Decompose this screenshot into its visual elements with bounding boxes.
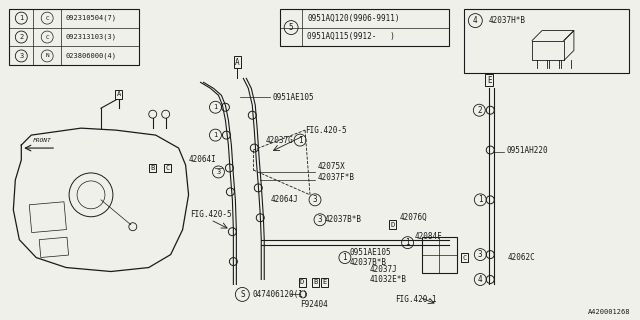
Text: 42037H*B: 42037H*B <box>488 16 525 25</box>
Text: 023806000(4): 023806000(4) <box>65 53 116 59</box>
Text: A: A <box>235 58 239 67</box>
Text: 42037B*B: 42037B*B <box>350 258 387 267</box>
Text: D: D <box>390 222 395 228</box>
Text: A420001268: A420001268 <box>588 309 630 315</box>
Bar <box>465 9 628 73</box>
Text: 3: 3 <box>478 250 483 259</box>
Text: 4: 4 <box>478 275 483 284</box>
Circle shape <box>486 251 494 259</box>
Text: E: E <box>487 76 492 85</box>
Text: C: C <box>462 255 467 260</box>
Circle shape <box>225 164 234 172</box>
Circle shape <box>248 111 256 119</box>
Text: 42062C: 42062C <box>507 253 535 262</box>
Text: 0951AQ120(9906-9911): 0951AQ120(9906-9911) <box>307 14 399 23</box>
Text: 047406120(1): 047406120(1) <box>252 290 308 299</box>
Bar <box>29 202 67 233</box>
Text: 2: 2 <box>477 106 482 115</box>
Text: 0951AE105: 0951AE105 <box>350 248 392 257</box>
Text: 092313103(3): 092313103(3) <box>65 34 116 40</box>
Text: 0951AH220: 0951AH220 <box>506 146 548 155</box>
Text: D: D <box>300 279 304 285</box>
Text: 2: 2 <box>19 34 24 40</box>
Circle shape <box>254 184 262 192</box>
Text: 42064I: 42064I <box>189 156 216 164</box>
Text: 41032E*B: 41032E*B <box>370 275 407 284</box>
Text: 1: 1 <box>213 104 218 110</box>
Text: 1: 1 <box>478 195 483 204</box>
Text: F92404: F92404 <box>300 300 328 309</box>
Text: FIG.420-1: FIG.420-1 <box>395 295 436 304</box>
Circle shape <box>221 103 229 111</box>
Text: 3: 3 <box>313 195 317 204</box>
Text: 4: 4 <box>473 16 477 25</box>
Text: 1: 1 <box>213 132 218 138</box>
Text: 42037F*B: 42037F*B <box>318 173 355 182</box>
Text: 1: 1 <box>298 136 302 145</box>
Text: 42064J: 42064J <box>270 195 298 204</box>
Text: E: E <box>323 279 327 285</box>
Circle shape <box>228 228 236 236</box>
Text: B: B <box>313 279 317 285</box>
Circle shape <box>486 106 494 114</box>
Text: 5: 5 <box>289 23 293 32</box>
Text: C: C <box>45 35 49 40</box>
Text: 3: 3 <box>216 169 221 175</box>
Circle shape <box>486 276 494 284</box>
Circle shape <box>486 146 494 154</box>
Bar <box>39 237 68 258</box>
Text: 42075X: 42075X <box>318 163 346 172</box>
Text: C: C <box>45 16 49 20</box>
Text: FIG.420-5: FIG.420-5 <box>305 126 347 135</box>
Circle shape <box>229 258 237 266</box>
Text: 1: 1 <box>405 238 410 247</box>
Text: FRONT: FRONT <box>33 138 51 143</box>
Text: N: N <box>45 53 49 59</box>
Bar <box>422 237 458 273</box>
Circle shape <box>223 131 230 139</box>
Text: 1: 1 <box>342 253 348 262</box>
Text: 1: 1 <box>19 15 24 21</box>
Bar <box>280 9 449 46</box>
Text: 0951AQ115(9912-   ): 0951AQ115(9912- ) <box>307 32 395 41</box>
Circle shape <box>227 188 234 196</box>
Text: B: B <box>150 165 155 171</box>
Text: S: S <box>240 290 244 299</box>
Bar <box>10 9 139 65</box>
Text: C: C <box>166 165 170 171</box>
Circle shape <box>486 196 494 204</box>
Text: 092310504(7): 092310504(7) <box>65 15 116 21</box>
Text: 42037J: 42037J <box>370 265 397 274</box>
Text: FIG.420-5: FIG.420-5 <box>191 210 232 219</box>
Text: 3: 3 <box>19 53 24 59</box>
Text: 42076Q: 42076Q <box>399 213 428 222</box>
Circle shape <box>250 144 259 152</box>
Text: 42037G: 42037G <box>265 136 293 145</box>
Text: 42084F: 42084F <box>415 232 442 241</box>
Circle shape <box>256 214 264 222</box>
Text: 3: 3 <box>317 215 323 224</box>
Text: 42037B*B: 42037B*B <box>325 215 362 224</box>
Text: A: A <box>116 91 121 97</box>
Text: 0951AE105: 0951AE105 <box>272 93 314 102</box>
